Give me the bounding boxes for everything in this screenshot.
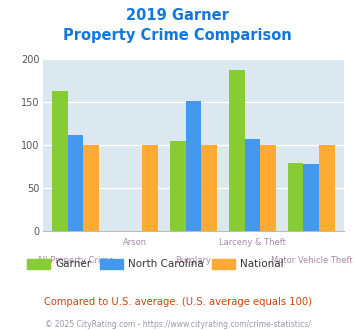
Text: Burglary: Burglary bbox=[175, 256, 212, 265]
Text: Compared to U.S. average. (U.S. average equals 100): Compared to U.S. average. (U.S. average … bbox=[44, 297, 311, 307]
Bar bbox=[68, 135, 83, 231]
Text: Property Crime Comparison: Property Crime Comparison bbox=[63, 28, 292, 43]
Bar bbox=[288, 163, 304, 231]
Text: Arson: Arson bbox=[122, 238, 147, 247]
Bar bbox=[304, 164, 319, 231]
Bar bbox=[186, 101, 201, 231]
Text: Larceny & Theft: Larceny & Theft bbox=[219, 238, 286, 247]
Bar bbox=[319, 145, 335, 231]
Text: Motor Vehicle Theft: Motor Vehicle Theft bbox=[271, 256, 352, 265]
Bar bbox=[245, 139, 260, 231]
Text: 2019 Garner: 2019 Garner bbox=[126, 8, 229, 23]
Bar bbox=[52, 91, 68, 231]
Text: © 2025 CityRating.com - https://www.cityrating.com/crime-statistics/: © 2025 CityRating.com - https://www.city… bbox=[45, 320, 310, 329]
Bar bbox=[201, 145, 217, 231]
Legend: Garner, North Carolina, National: Garner, North Carolina, National bbox=[23, 255, 288, 274]
Bar bbox=[170, 141, 186, 231]
Bar bbox=[83, 145, 99, 231]
Bar bbox=[142, 145, 158, 231]
Bar bbox=[229, 70, 245, 231]
Text: All Property Crime: All Property Crime bbox=[37, 256, 114, 265]
Bar bbox=[260, 145, 276, 231]
